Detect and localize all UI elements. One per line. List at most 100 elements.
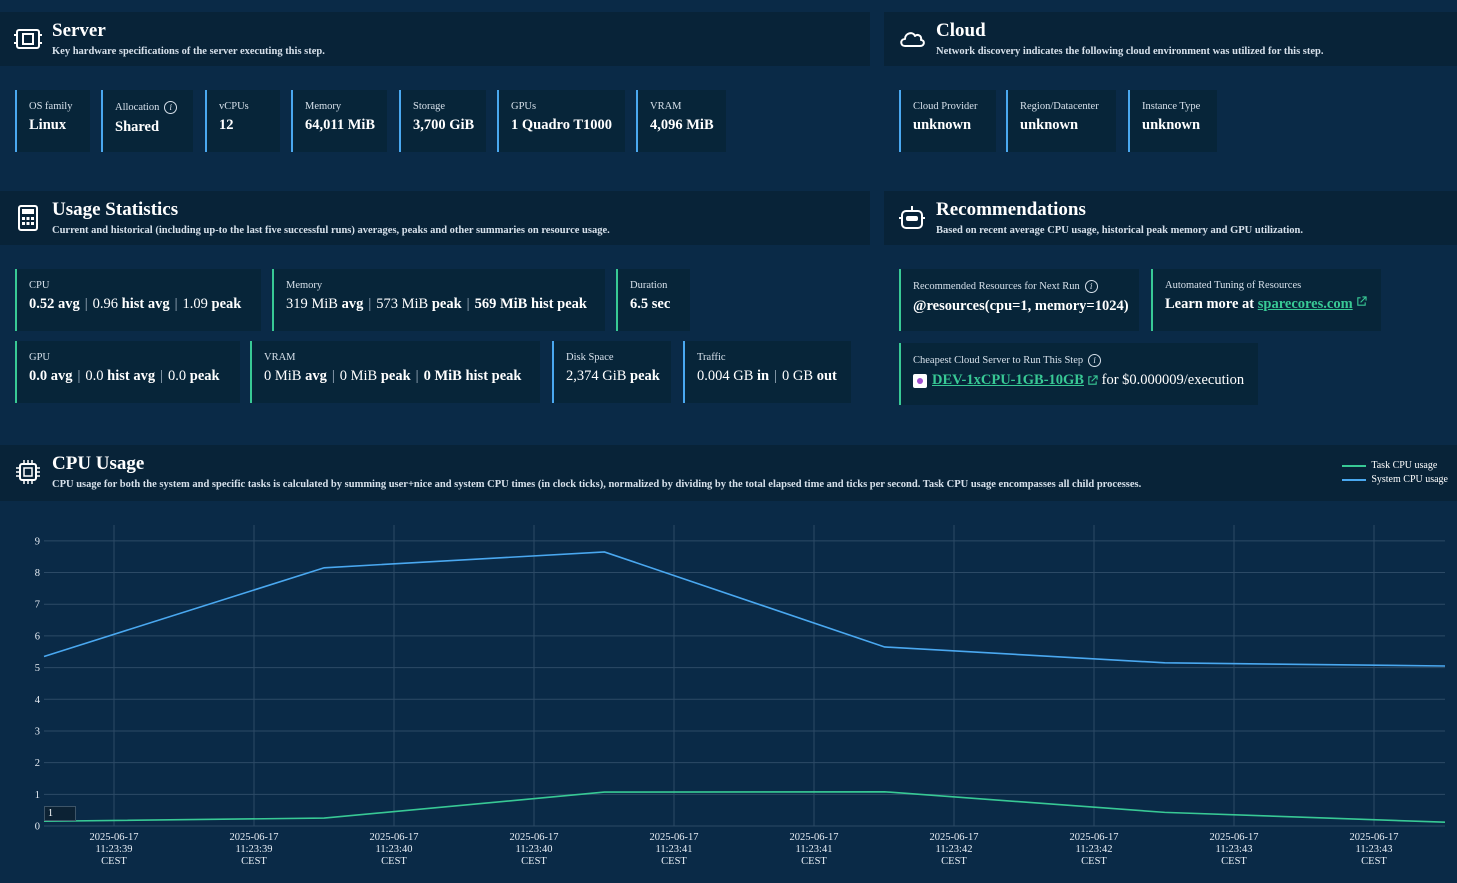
x-tick-label: 2025-06-17 <box>1070 832 1119 843</box>
os-family-value: Linux <box>29 117 67 133</box>
server-card-memory: Memory 64,011 MiB <box>291 90 387 152</box>
disk-label: Disk Space <box>566 352 614 363</box>
x-tick-label: 2025-06-17 <box>790 832 839 843</box>
instance-type-label: Instance Type <box>1142 101 1201 112</box>
gpus-label: GPUs <box>511 101 537 112</box>
usage-header: Usage Statistics Current and historical … <box>0 191 870 245</box>
info-icon[interactable]: i <box>1088 354 1102 367</box>
legend-item-task[interactable]: Task CPU usage <box>1342 460 1448 471</box>
cloud-subtitle: Network discovery indicates the followin… <box>936 46 1324 57</box>
y-tick-label: 9 <box>35 536 40 547</box>
task-cpu-line <box>43 790 1446 823</box>
y-tick-label: 2 <box>35 758 40 769</box>
server-card-vram: VRAM 4,096 MiB <box>636 90 726 152</box>
vram-value: 4,096 MiB <box>650 117 714 133</box>
x-tick-label: 11:23:41 <box>656 844 693 855</box>
memory-value: 64,011 MiB <box>305 117 376 133</box>
x-tick-label: CEST <box>1221 856 1247 867</box>
info-icon[interactable]: i <box>164 101 178 114</box>
memory-label: Memory <box>305 101 342 112</box>
external-link-icon[interactable] <box>1087 375 1098 386</box>
region-value: unknown <box>1020 117 1079 133</box>
usage-card-gpu: GPU 0.0 avg | 0.0 hist avg | 0.0 peak <box>15 341 240 403</box>
recommendations-subtitle: Based on recent average CPU usage, histo… <box>936 225 1303 236</box>
instance-type-value: unknown <box>1142 117 1201 133</box>
usage-card-cpu: CPU 0.52 avg | 0.96 hist avg | 1.09 peak <box>15 269 261 331</box>
robot-icon <box>899 206 925 229</box>
y-tick-label: 8 <box>35 568 40 579</box>
server-card-storage: Storage 3,700 GiB <box>399 90 486 152</box>
traffic-label: Traffic <box>697 352 726 363</box>
vcpus-value: 12 <box>219 117 234 133</box>
x-tick-label: CEST <box>101 856 127 867</box>
server-header: Server Key hardware specifications of th… <box>0 12 870 66</box>
rec-card-next-run: Recommended Resources for Next Run i @res… <box>899 269 1139 331</box>
server-card-allocation: Allocation i Shared <box>101 90 193 152</box>
allocation-value: Shared <box>115 119 160 135</box>
gpus-value: 1 Quadro T1000 <box>511 117 612 133</box>
x-tick-label: 2025-06-17 <box>1210 832 1259 843</box>
cpu-usage-title: CPU Usage <box>52 453 145 474</box>
calculator-icon <box>18 205 38 231</box>
duration-value: 6.5 sec <box>630 296 671 312</box>
usage-title: Usage Statistics <box>52 199 179 220</box>
server-subtitle: Key hardware specifications of the serve… <box>52 46 325 57</box>
cloud-provider-label: Cloud Provider <box>913 101 978 112</box>
page-selector[interactable]: 1 <box>44 806 76 821</box>
x-tick-label: CEST <box>381 856 407 867</box>
x-tick-label: CEST <box>521 856 547 867</box>
cpu-value: 0.52 avg | 0.96 hist avg | 1.09 peak <box>29 296 242 312</box>
x-tick-label: CEST <box>941 856 967 867</box>
duration-label: Duration <box>630 280 668 291</box>
x-tick-label: 2025-06-17 <box>650 832 699 843</box>
gpu-value: 0.0 avg | 0.0 hist avg | 0.0 peak <box>29 368 220 384</box>
chart-legend: Task CPU usage System CPU usage <box>1342 460 1448 488</box>
x-tick-label: CEST <box>1361 856 1387 867</box>
disk-value: 2,374 GiB peak <box>566 368 660 384</box>
legend-item-system[interactable]: System CPU usage <box>1342 474 1448 485</box>
y-tick-label: 3 <box>35 726 40 737</box>
cloud-header: Cloud Network discovery indicates the fo… <box>884 12 1457 66</box>
cpu-usage-subtitle: CPU usage for both the system and specif… <box>52 479 1142 490</box>
usage-card-disk: Disk Space 2,374 GiB peak <box>552 341 671 403</box>
usage-subtitle: Current and historical (including up-to … <box>52 225 610 236</box>
x-tick-label: 2025-06-17 <box>230 832 279 843</box>
rec-card-tuning: Automated Tuning of Resources Learn more… <box>1151 269 1381 331</box>
x-tick-label: CEST <box>241 856 267 867</box>
y-tick-label: 1 <box>35 790 40 801</box>
storage-label: Storage <box>413 101 446 112</box>
cloud-title: Cloud <box>936 20 986 41</box>
y-tick-label: 7 <box>35 600 40 611</box>
x-tick-label: 11:23:42 <box>1076 844 1113 855</box>
storage-value: 3,700 GiB <box>413 117 475 133</box>
next-run-label: Recommended Resources for Next Run <box>913 281 1080 292</box>
vcpus-label: vCPUs <box>219 101 249 112</box>
usage-memory-value: 319 MiB avg | 573 MiB peak | 569 MiB hist pe… <box>286 296 587 312</box>
external-link-icon[interactable] <box>1356 296 1367 307</box>
x-tick-label: CEST <box>661 856 687 867</box>
usage-vram-value: 0 MiB avg | 0 MiB peak | 0 MiB hist peak <box>264 368 522 384</box>
x-tick-label: 11:23:41 <box>796 844 833 855</box>
sparecores-link[interactable]: sparecores.com <box>1257 296 1353 312</box>
cloud-provider-value: unknown <box>913 117 972 133</box>
x-tick-label: CEST <box>1081 856 1107 867</box>
provider-logo-icon <box>913 373 927 388</box>
traffic-value: 0.004 GB in | 0 GB out <box>697 368 837 384</box>
cloud-card-region: Region/Datacenter unknown <box>1006 90 1116 152</box>
gpu-label: GPU <box>29 352 51 363</box>
server-card-gpus: GPUs 1 Quadro T1000 <box>497 90 625 152</box>
tuning-label: Automated Tuning of Resources <box>1165 280 1302 291</box>
usage-vram-label: VRAM <box>264 352 296 363</box>
usage-card-traffic: Traffic 0.004 GB in | 0 GB out <box>683 341 851 403</box>
system-cpu-line <box>43 551 1446 667</box>
cheapest-server-link[interactable]: DEV-1xCPU-1GB-10GB <box>932 372 1084 388</box>
usage-card-vram: VRAM 0 MiB avg | 0 MiB peak | 0 MiB hist pea… <box>250 341 540 403</box>
server-card-vcpus: vCPUs 12 <box>205 90 280 152</box>
cloud-card-provider: Cloud Provider unknown <box>899 90 996 152</box>
vram-label: VRAM <box>650 101 682 112</box>
region-label: Region/Datacenter <box>1020 101 1099 112</box>
x-tick-label: 11:23:39 <box>96 844 133 855</box>
cloud-card-instance: Instance Type unknown <box>1128 90 1217 152</box>
x-tick-label: 11:23:43 <box>1356 844 1393 855</box>
info-icon[interactable]: i <box>1084 280 1098 293</box>
